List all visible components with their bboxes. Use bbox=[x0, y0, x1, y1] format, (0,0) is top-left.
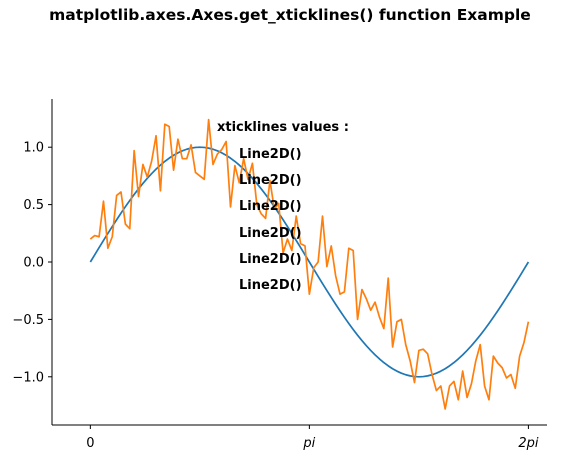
y-tick-layer: 1.0 0.5 0.0 −0.5 −1.0 bbox=[12, 141, 52, 385]
noisy-series-line bbox=[89, 118, 530, 410]
x-tick-label: 2pi bbox=[518, 436, 539, 451]
sine-series-line bbox=[89, 146, 530, 378]
x-tick-layer: 0 pi 2pi bbox=[86, 425, 539, 451]
chart-title: matplotlib.axes.Axes.get_xticklines() fu… bbox=[49, 6, 531, 24]
y-tick-label: 1.0 bbox=[23, 141, 44, 156]
annotation-line-5: Line2D() bbox=[239, 252, 302, 267]
y-tick-label: −1.0 bbox=[12, 370, 44, 385]
annotation-line-4: Line2D() bbox=[239, 226, 302, 241]
x-tick-label: 0 bbox=[86, 436, 94, 451]
annotation-line-1: Line2D() bbox=[239, 147, 302, 162]
annotation-line-2: Line2D() bbox=[239, 173, 302, 188]
annotation-layer: xticklines values : Line2D() Line2D() Li… bbox=[217, 120, 349, 293]
annotation-line-3: Line2D() bbox=[239, 199, 302, 214]
annotation-heading: xticklines values : bbox=[217, 120, 349, 135]
y-tick-label: 0.0 bbox=[23, 256, 44, 271]
annotation-line-6: Line2D() bbox=[239, 278, 302, 293]
y-tick-label: 0.5 bbox=[23, 198, 44, 213]
y-tick-label: −0.5 bbox=[12, 313, 44, 328]
x-tick-label: pi bbox=[302, 436, 315, 451]
series-layer bbox=[89, 118, 530, 410]
